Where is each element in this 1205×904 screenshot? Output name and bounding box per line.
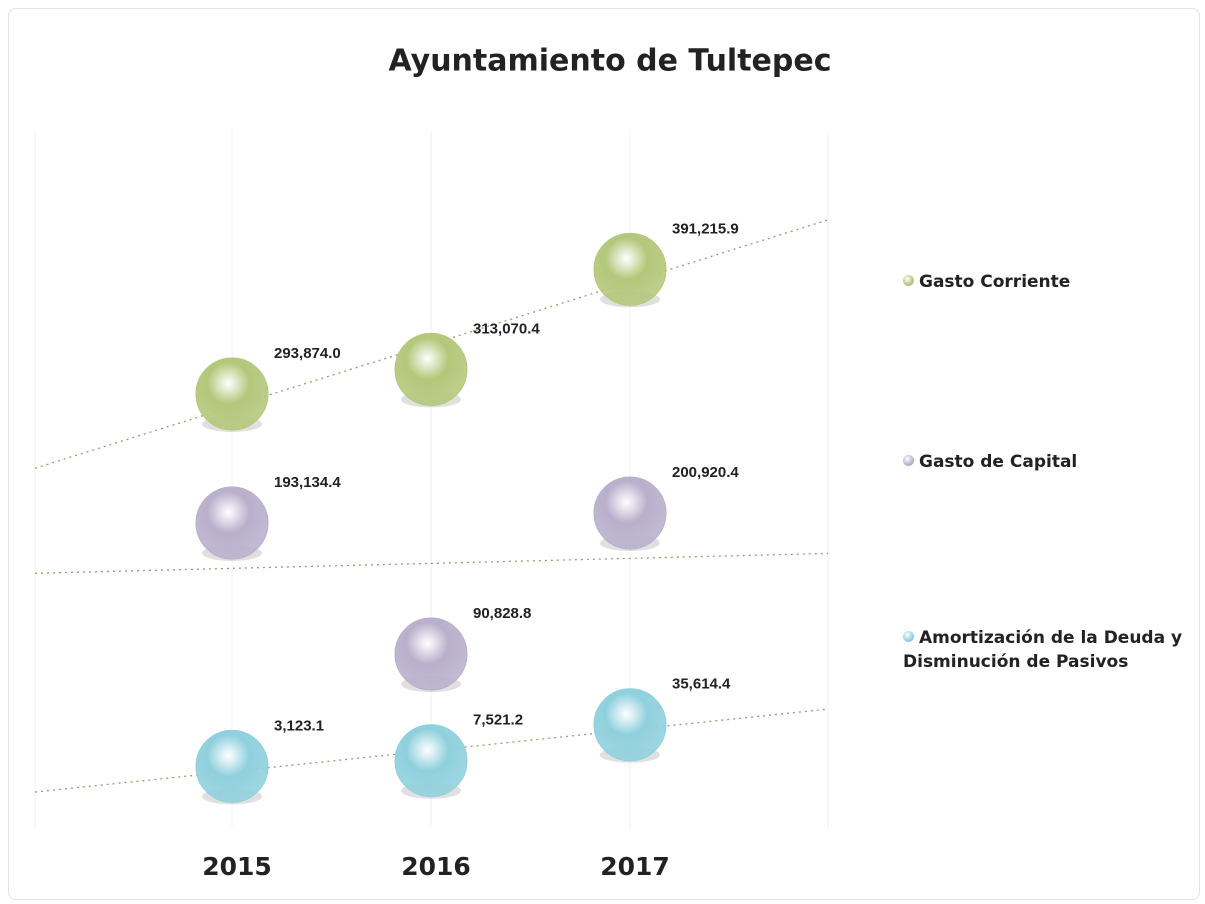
data-label: 7,521.2 — [473, 712, 523, 729]
bubble — [195, 729, 269, 803]
bubble — [593, 688, 667, 762]
bubble — [195, 357, 269, 431]
x-tick-label: 2015 — [202, 852, 272, 881]
data-label: 90,828.8 — [473, 605, 531, 622]
legend-swatch — [903, 275, 914, 286]
legend-label: Gasto Corriente — [919, 272, 1071, 292]
legend-label: Gasto de Capital — [919, 452, 1078, 472]
data-label: 293,874.0 — [274, 345, 341, 362]
data-label: 35,614.4 — [672, 676, 731, 693]
chart-card — [8, 8, 1200, 900]
data-label: 313,070.4 — [473, 320, 540, 337]
legend-swatch — [903, 455, 914, 466]
legend-entry: Gasto Corriente — [903, 270, 1193, 294]
bubble — [593, 232, 667, 306]
bubble — [593, 476, 667, 550]
data-label: 193,134.4 — [274, 474, 341, 491]
trendline — [34, 708, 829, 793]
legend-entry: Gasto de Capital — [903, 450, 1193, 474]
x-tick-label: 2016 — [401, 852, 471, 881]
bubble — [394, 724, 468, 798]
bubble — [195, 486, 269, 560]
data-label: 3,123.1 — [274, 717, 324, 734]
bubble — [394, 332, 468, 406]
legend-swatch — [903, 631, 914, 642]
legend-label: Amortización de la Deuda y Disminución d… — [903, 628, 1183, 672]
bubble — [394, 617, 468, 691]
chart-title: Ayuntamiento de Tultepec — [388, 44, 831, 79]
data-label: 200,920.4 — [672, 464, 739, 481]
x-tick-label: 2017 — [600, 852, 670, 881]
legend-entry: Amortización de la Deuda y Disminución d… — [903, 626, 1193, 674]
trendline — [34, 552, 829, 574]
data-label: 391,215.9 — [672, 220, 739, 237]
